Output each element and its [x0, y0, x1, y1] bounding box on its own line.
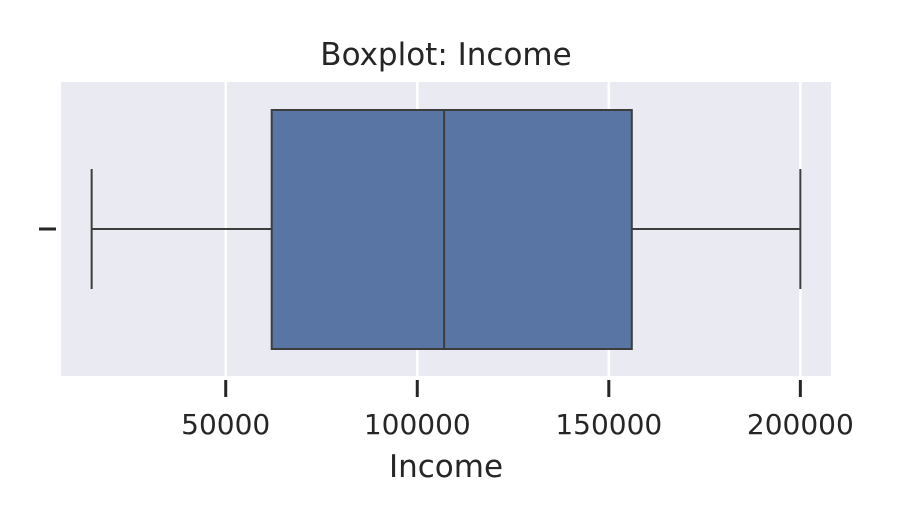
x-tick-label: 150000: [555, 408, 662, 441]
x-tick-label: 200000: [747, 408, 854, 441]
chart-title: Boxplot: Income: [320, 37, 571, 73]
x-tick-label: 100000: [364, 408, 471, 441]
x-tick-label: 50000: [181, 408, 270, 441]
x-axis-ticks: 50000 100000 150000 200000: [181, 380, 854, 441]
x-axis-label: Income: [389, 449, 503, 485]
boxplot-series: [90, 109, 802, 350]
interquartile-box: [270, 109, 633, 350]
